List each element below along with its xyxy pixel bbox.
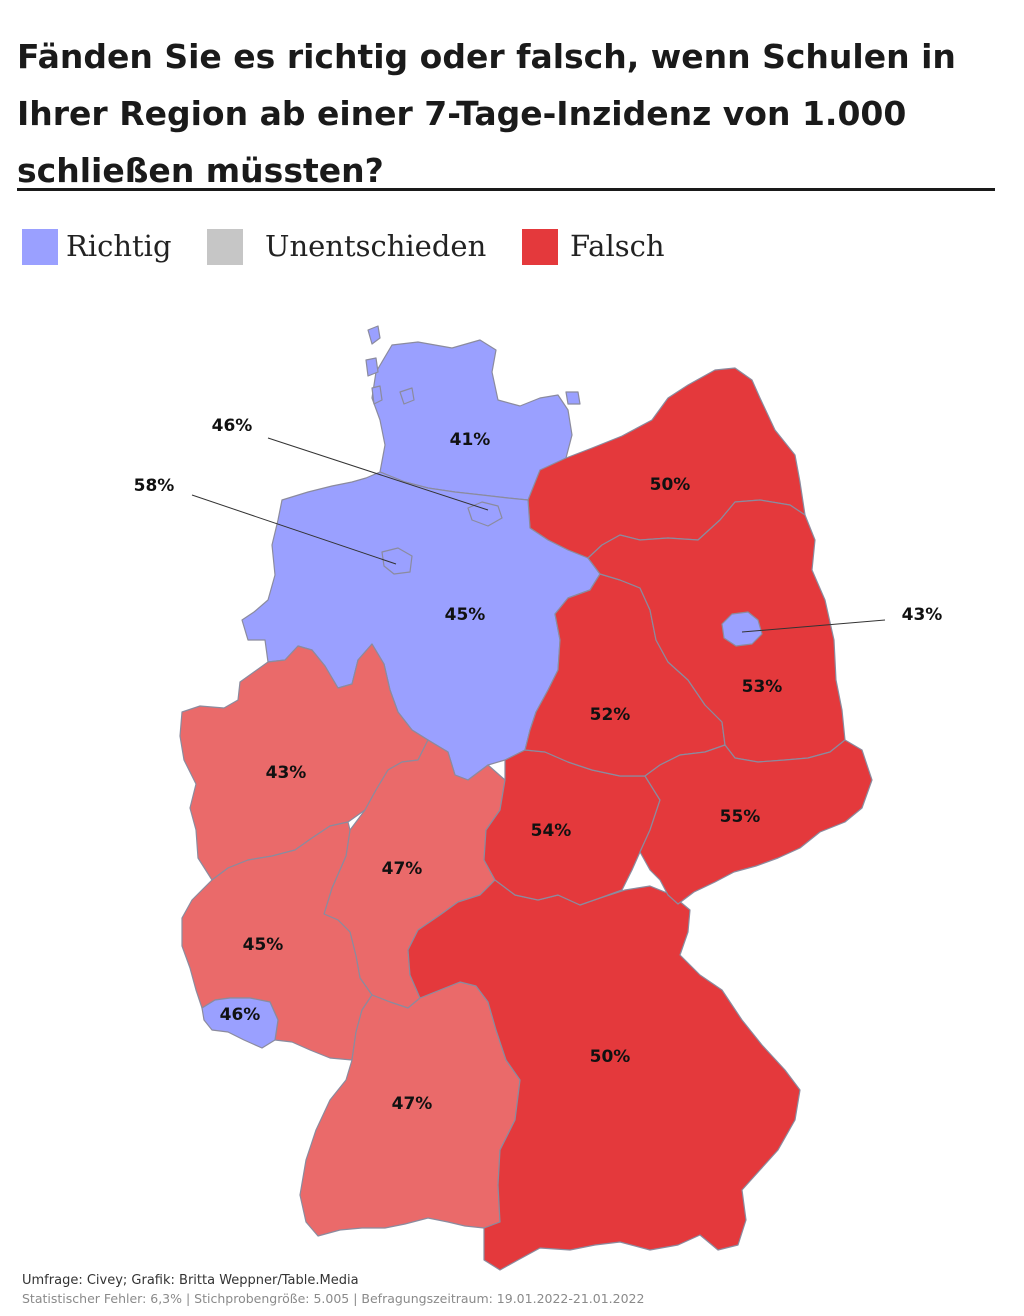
label-nordrhein-westfalen: 43% — [266, 763, 307, 783]
legend-label-falsch: Falsch — [570, 229, 665, 263]
label-berlin: 43% — [902, 605, 943, 625]
legend-swatch-richtig — [22, 229, 58, 265]
region-saarland[interactable] — [201, 997, 279, 1049]
label-mecklenburg-vorpommern: 50% — [650, 475, 691, 495]
region-bremen[interactable] — [381, 547, 413, 575]
label-baden-wuerttemberg: 47% — [392, 1094, 433, 1114]
title-divider — [17, 188, 995, 191]
footer-credits: Umfrage: Civey; Grafik: Britta Weppner/T… — [22, 1273, 359, 1288]
label-rheinland-pfalz: 45% — [243, 935, 284, 955]
label-schleswig-holstein: 41% — [450, 430, 491, 450]
legend-label-richtig: Richtig — [66, 229, 172, 263]
legend-label-unentschieden: Unentschieden — [265, 229, 487, 263]
leader-line-berlin — [741, 619, 886, 633]
page-title: Fänden Sie es richtig oder falsch, wenn … — [17, 37, 956, 190]
leader-line-hamburg — [267, 437, 489, 511]
legend-swatch-unentschieden — [207, 229, 243, 265]
leader-line-bremen — [191, 494, 397, 565]
label-saarland: 46% — [220, 1005, 261, 1025]
label-brandenburg: 53% — [742, 677, 783, 697]
region-bayern[interactable] — [407, 879, 801, 1271]
footer: Umfrage: Civey; Grafik: Britta Weppner/T… — [22, 1272, 644, 1308]
region-brandenburg[interactable] — [587, 499, 846, 763]
region-berlin[interactable] — [721, 611, 763, 647]
label-niedersachsen: 45% — [445, 605, 486, 625]
region-schleswig-holstein-islands — [365, 325, 581, 405]
footer-method: Statistischer Fehler: 6,3% | Stichproben… — [22, 1291, 645, 1306]
label-bayern: 50% — [590, 1047, 631, 1067]
label-bremen: 58% — [134, 476, 175, 496]
label-sachsen: 55% — [720, 807, 761, 827]
label-sachsen-anhalt: 52% — [590, 705, 631, 725]
label-hessen: 47% — [382, 859, 423, 879]
germany-map: 41% 46% 58% 50% 45% 43% 53% 52% 43% 55% … — [134, 325, 943, 1271]
legend-swatch-falsch — [522, 229, 558, 265]
label-thueringen: 54% — [531, 821, 572, 841]
region-hamburg[interactable] — [467, 501, 503, 527]
region-sachsen[interactable] — [639, 739, 873, 905]
label-hamburg: 46% — [212, 416, 253, 436]
